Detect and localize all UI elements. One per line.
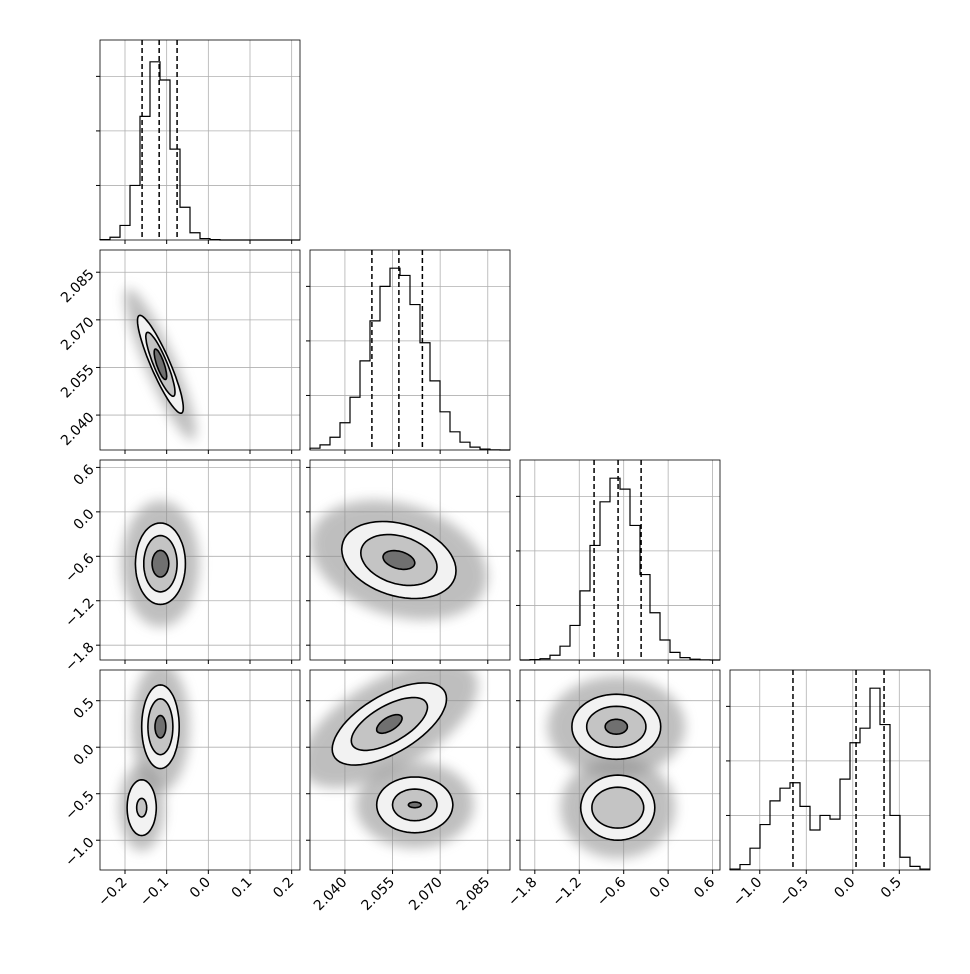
x-tick-label: 2.070 (406, 874, 446, 914)
y-tick-label: 0.0 (71, 742, 98, 769)
contour (604, 718, 629, 736)
x-tick-label: 0.6 (691, 874, 718, 901)
contours (121, 500, 200, 627)
x-tick-label: 2.055 (359, 874, 399, 914)
panel-frame (100, 40, 300, 240)
y-tick-label: 2.055 (58, 362, 98, 402)
x-tick-label: 0.0 (831, 874, 858, 901)
y-tick-label: 2.085 (58, 267, 98, 307)
contours (310, 500, 488, 620)
pair-panel (306, 669, 511, 874)
panel-border (309, 459, 511, 661)
contours (124, 288, 196, 441)
x-tick-label: 0.1 (229, 874, 256, 901)
contour (375, 713, 403, 735)
y-tick-label: 0.5 (71, 695, 98, 722)
contours (310, 670, 478, 849)
contour (153, 348, 168, 381)
x-tick-label: −0.6 (594, 874, 629, 909)
panel-border (519, 669, 721, 871)
x-tick-label: −0.5 (777, 874, 812, 909)
x-tick-label: 0.5 (878, 874, 905, 901)
x-tick-label: −0.2 (95, 874, 130, 909)
x-tick-label: 0.2 (270, 874, 297, 901)
panel-border (99, 459, 301, 661)
contour (407, 801, 422, 809)
panel-border (99, 39, 301, 241)
y-tick-label: −1.8 (62, 640, 97, 675)
hist-panel (96, 39, 301, 244)
x-tick-label: 0.0 (647, 874, 674, 901)
panel-border (309, 669, 511, 871)
pair-panel (96, 669, 301, 874)
y-tick-label: −1.0 (62, 835, 97, 870)
panel-border (99, 249, 301, 451)
contour (591, 786, 645, 829)
contour (135, 797, 148, 818)
hist-panel (306, 249, 511, 454)
x-tick-label: −1.8 (505, 874, 540, 909)
histogram (520, 477, 720, 661)
contour (382, 549, 416, 571)
contour (154, 714, 167, 739)
x-tick-label: 0.0 (187, 874, 214, 901)
contour (151, 549, 170, 578)
histogram (729, 687, 930, 870)
y-tick-label: −0.6 (62, 551, 97, 586)
x-tick-label: −1.2 (550, 874, 585, 909)
y-tick-label: −0.5 (62, 788, 97, 823)
x-tick-label: 2.040 (311, 874, 351, 914)
panel-border (519, 459, 721, 661)
panel-frame (730, 670, 930, 870)
y-tick-label: 0.0 (71, 506, 98, 533)
histogram (309, 267, 510, 451)
pair-panel (516, 669, 721, 874)
panel-border (729, 669, 931, 871)
contours (119, 670, 190, 851)
y-tick-label: 2.040 (58, 409, 98, 449)
panel-frame (520, 460, 720, 660)
pair-panel (96, 249, 301, 454)
y-tick-label: −1.2 (62, 595, 97, 630)
x-tick-label: 2.085 (454, 874, 494, 914)
panel-border (309, 249, 511, 451)
pair-panel (96, 459, 301, 664)
hist-panel (726, 669, 931, 874)
y-tick-label: 2.070 (58, 314, 98, 354)
y-tick-label: 0.6 (71, 462, 98, 489)
hist-panel (516, 459, 721, 664)
contours (547, 676, 686, 859)
x-tick-label: −0.1 (137, 874, 172, 909)
pair-panel (306, 459, 511, 664)
x-tick-label: −1.0 (730, 874, 765, 909)
panel-border (99, 669, 301, 871)
